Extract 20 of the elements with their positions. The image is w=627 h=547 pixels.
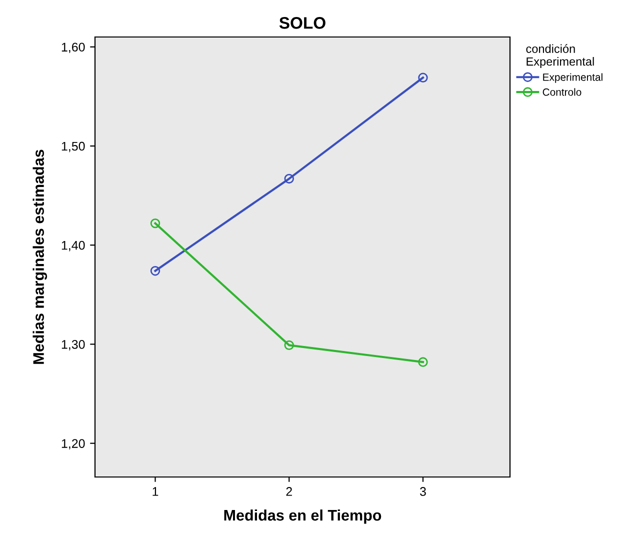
chart-title: SOLO (279, 17, 326, 29)
legend-label: Experimental (543, 73, 602, 83)
point (284, 174, 294, 184)
y-tick-label: 1,40 (62, 240, 85, 252)
legend-label: Controlo (542, 88, 582, 96)
point (418, 72, 428, 82)
x-tick-label: 3 (420, 487, 426, 496)
y-tick-label: 1,20 (62, 439, 85, 450)
y-tick-label: 1,50 (62, 142, 85, 152)
point (150, 266, 160, 276)
x-tick-label: 1 (152, 487, 158, 496)
point (150, 218, 160, 228)
x-tick-label: 2 (286, 487, 292, 496)
y-tick-label: 1,30 (62, 340, 85, 350)
y-axis-title: Medias marginales estimadas (32, 150, 48, 364)
y-tick-label: 1,60 (62, 42, 85, 54)
legend-title: condición Experimental (526, 44, 594, 68)
point (284, 340, 294, 350)
x-axis-title: Medidas en el Tiempo (224, 509, 382, 524)
point (418, 357, 428, 367)
